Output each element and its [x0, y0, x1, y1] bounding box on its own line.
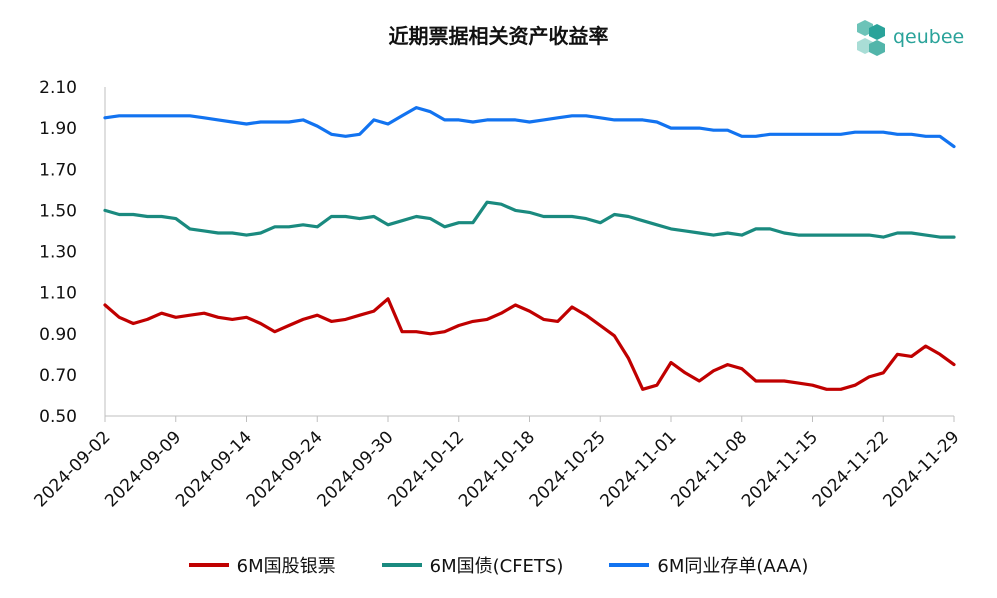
legend-swatch [188, 563, 229, 567]
y-tick-label: 1.70 [39, 160, 77, 180]
x-tick-label: 2024-11-29 [880, 427, 964, 511]
legend: 6M国股银票 6M国债(CFETS) 6M同业存单(AAA) [0, 552, 997, 578]
legend-swatch [609, 563, 650, 567]
y-tick-label: 0.50 [39, 407, 77, 427]
legend-item-2: 6M同业存单(AAA) [609, 552, 808, 578]
legend-label: 6M同业存单(AAA) [657, 556, 809, 577]
series-line-0 [103, 297, 956, 391]
y-tick-label: 1.30 [39, 243, 77, 263]
legend-label: 6M国债(CFETS) [429, 556, 564, 577]
y-tick-label: 0.90 [39, 325, 77, 345]
legend-label: 6M国股银票 [236, 556, 336, 577]
series-line-2 [103, 105, 956, 149]
y-tick-label: 1.50 [39, 201, 77, 221]
y-tick-label: 2.10 [39, 78, 77, 98]
qeubee-logo: qeubee [855, 18, 975, 58]
y-tick-label: 1.90 [39, 119, 77, 139]
y-tick-label: 1.10 [39, 284, 77, 304]
series-line-1 [103, 200, 956, 239]
legend-item-1: 6M国债(CFETS) [381, 552, 564, 578]
legend-swatch [381, 563, 422, 567]
y-tick-label: 0.70 [39, 366, 77, 386]
logo-text: qeubee [893, 26, 965, 48]
legend-item-0: 6M国股银票 [188, 552, 336, 578]
cube-logo-icon [857, 20, 885, 56]
chart-title: 近期票据相关资产收益率 [388, 24, 609, 48]
